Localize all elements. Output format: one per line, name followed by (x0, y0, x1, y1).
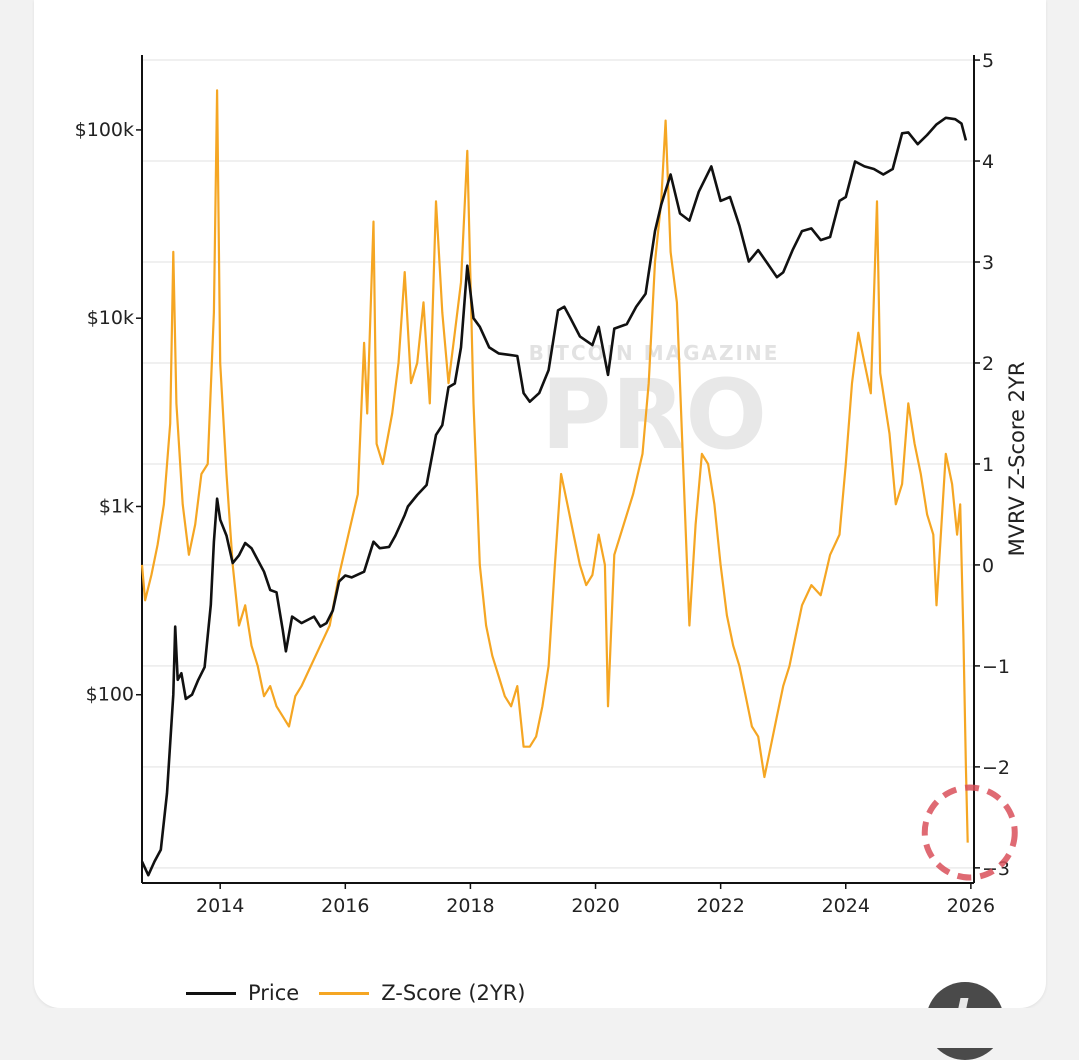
watermark-top: BITCOIN MAGAZINE (529, 341, 780, 365)
y-right-tick-label: 3 (982, 252, 994, 274)
y-right-tick-label: 4 (982, 151, 994, 173)
chart-card: BITCOIN MAGAZINE PRO $100 $1k $10k $100k 5 4 3 2 1… (34, 0, 1046, 1008)
y-right-tick-label: 0 (982, 555, 994, 577)
x-tick-label: 2024 (822, 895, 870, 917)
x-tick-label: 2022 (696, 895, 744, 917)
y-left-tick-label: $100k (75, 119, 134, 141)
highlight-circle (921, 784, 1018, 881)
y-right-axis-title: MVRV Z-Score 2YR (1005, 362, 1029, 557)
y-left-tick-label: $100 (86, 684, 134, 706)
y-right-tick-label: 5 (982, 50, 994, 72)
y-left-tick-label: $1k (99, 495, 134, 517)
x-tick-label: 2020 (571, 895, 619, 917)
watermark-bottom: PRO (541, 359, 767, 471)
x-tick-label: 2018 (446, 895, 494, 917)
series-line-zscore (140, 89, 969, 843)
y-right-tick-label: −2 (982, 757, 1010, 779)
x-tick-label: 2014 (196, 895, 244, 917)
x-tick-label: 2026 (947, 895, 995, 917)
legend-swatch-zscore (319, 991, 370, 995)
series-line-price (140, 116, 968, 877)
y-right-tick-label: 1 (982, 454, 994, 476)
legend-item-zscore[interactable]: Z-Score (2YR) (319, 981, 526, 1005)
page-background-strip (0, 1008, 1079, 1048)
x-tick-label: 2016 (321, 895, 369, 917)
legend-label-zscore: Z-Score (2YR) (381, 981, 526, 1005)
legend-item-price[interactable]: Price (186, 981, 299, 1005)
y-left-tick-label: $10k (87, 307, 134, 329)
y-right-tick-label: 2 (982, 353, 994, 375)
legend-swatch-price (186, 991, 236, 995)
legend-label-price: Price (248, 981, 300, 1005)
y-right-tick-label: −1 (982, 656, 1010, 678)
chart-legend: Price Z-Score (2YR) (186, 978, 546, 1008)
